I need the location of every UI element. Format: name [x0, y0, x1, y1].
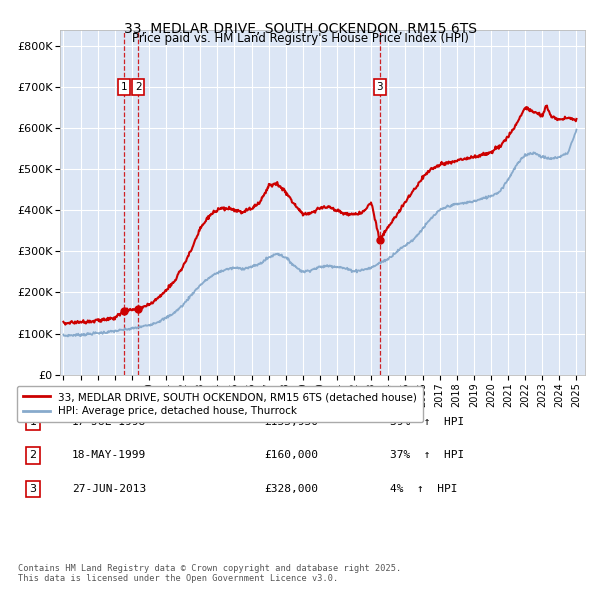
Text: 1: 1 — [29, 417, 37, 427]
Text: 4%  ↑  HPI: 4% ↑ HPI — [390, 484, 458, 494]
Legend: 33, MEDLAR DRIVE, SOUTH OCKENDON, RM15 6TS (detached house), HPI: Average price,: 33, MEDLAR DRIVE, SOUTH OCKENDON, RM15 6… — [17, 386, 423, 422]
Text: £155,950: £155,950 — [264, 417, 318, 427]
Text: 18-MAY-1999: 18-MAY-1999 — [72, 451, 146, 460]
Text: Price paid vs. HM Land Registry's House Price Index (HPI): Price paid vs. HM Land Registry's House … — [131, 32, 469, 45]
Text: £160,000: £160,000 — [264, 451, 318, 460]
Text: £328,000: £328,000 — [264, 484, 318, 494]
Text: 2: 2 — [29, 451, 37, 460]
Text: Contains HM Land Registry data © Crown copyright and database right 2025.
This d: Contains HM Land Registry data © Crown c… — [18, 563, 401, 583]
Text: 2: 2 — [135, 82, 142, 92]
Text: 39%  ↑  HPI: 39% ↑ HPI — [390, 417, 464, 427]
Text: 33, MEDLAR DRIVE, SOUTH OCKENDON, RM15 6TS: 33, MEDLAR DRIVE, SOUTH OCKENDON, RM15 6… — [124, 22, 476, 36]
Text: 3: 3 — [376, 82, 383, 92]
Text: 27-JUN-2013: 27-JUN-2013 — [72, 484, 146, 494]
Text: 17-JUL-1998: 17-JUL-1998 — [72, 417, 146, 427]
Text: 1: 1 — [121, 82, 127, 92]
Text: 3: 3 — [29, 484, 37, 494]
Text: 37%  ↑  HPI: 37% ↑ HPI — [390, 451, 464, 460]
